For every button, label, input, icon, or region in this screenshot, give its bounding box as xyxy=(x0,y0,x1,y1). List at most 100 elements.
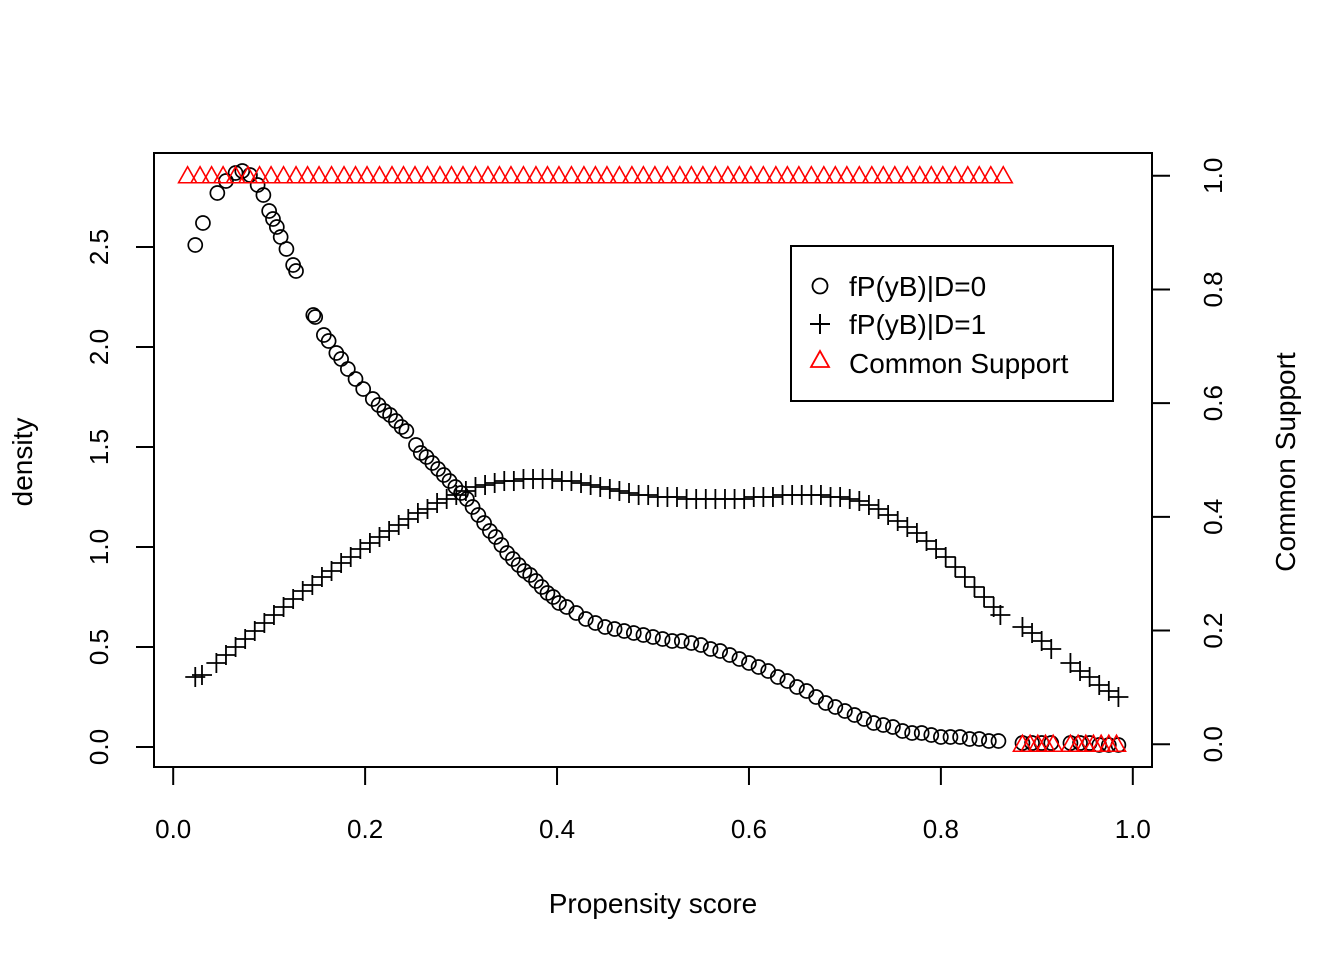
point-triangle xyxy=(717,165,739,184)
point-plus xyxy=(810,485,831,505)
point-triangle xyxy=(980,165,1002,184)
point-plus xyxy=(762,487,783,507)
point-triangle xyxy=(957,165,979,184)
point-plus xyxy=(571,473,592,493)
x-axis-title: Propensity score xyxy=(549,888,758,919)
point-triangle xyxy=(813,165,835,184)
y2-tick-label: 0.0 xyxy=(1198,726,1228,762)
point-plus xyxy=(580,475,601,495)
point-triangle xyxy=(285,165,307,184)
point-circle xyxy=(625,625,642,641)
point-circle xyxy=(702,641,719,657)
point-circle xyxy=(487,529,504,545)
point-triangle xyxy=(573,165,595,184)
point-plus xyxy=(191,665,212,685)
y-axis: 0.0 0.5 1.0 1.5 2.0 2.5 xyxy=(84,229,155,765)
legend-box xyxy=(790,245,1114,402)
point-circle xyxy=(510,557,527,573)
point-circle xyxy=(187,237,204,253)
point-circle xyxy=(499,545,515,561)
point-circle xyxy=(387,413,404,429)
point-circle xyxy=(393,419,410,435)
point-triangle xyxy=(836,165,858,184)
x-tick-label: 0.2 xyxy=(347,814,383,844)
point-plus xyxy=(666,487,687,507)
y-axis-title: density xyxy=(7,418,38,507)
point-circle xyxy=(683,635,700,651)
point-circle xyxy=(482,523,498,539)
x-tick-label: 0.8 xyxy=(923,814,959,844)
point-plus xyxy=(1012,617,1033,637)
point-plus xyxy=(609,481,630,501)
legend-label-d1: fP(yB)|D=1 xyxy=(849,309,986,340)
point-circle xyxy=(418,449,435,465)
point-plus xyxy=(964,577,985,597)
point-plus xyxy=(369,527,390,547)
point-plus xyxy=(878,505,899,525)
point-circle xyxy=(817,695,834,711)
point-circle xyxy=(856,711,872,727)
point-circle xyxy=(476,515,492,531)
point-circle xyxy=(789,679,805,695)
point-plus xyxy=(379,521,400,541)
point-circle xyxy=(382,407,398,423)
point-circle xyxy=(645,629,661,645)
point-triangle xyxy=(500,165,522,184)
point-triangle xyxy=(369,165,390,184)
point-plus xyxy=(302,575,323,595)
point-triangle xyxy=(548,165,570,184)
point-circle xyxy=(606,621,623,637)
point-triangle xyxy=(681,165,702,184)
point-plus xyxy=(359,533,380,553)
point-circle xyxy=(981,733,997,749)
point-circle xyxy=(712,643,729,659)
point-circle xyxy=(616,623,633,639)
point-plus xyxy=(407,503,428,523)
x-tick-label: 0.4 xyxy=(539,814,575,844)
point-circle xyxy=(885,719,901,735)
point-plus xyxy=(292,581,313,601)
point-plus xyxy=(388,515,409,535)
point-circle xyxy=(255,187,272,203)
point-plus xyxy=(1060,653,1081,673)
point-plus xyxy=(916,531,937,551)
point-circle xyxy=(961,731,978,747)
point-circle xyxy=(587,615,604,631)
point-triangle xyxy=(381,165,403,184)
y-tick-label: 0.0 xyxy=(84,729,114,765)
point-circle xyxy=(577,611,594,627)
point-circle xyxy=(195,215,211,231)
y2-tick-label: 0.2 xyxy=(1198,612,1228,648)
point-circle xyxy=(453,485,469,501)
point-plus xyxy=(954,567,975,587)
point-plus xyxy=(321,561,342,581)
point-plus xyxy=(599,479,620,499)
x-tick-label: 1.0 xyxy=(1115,814,1151,844)
point-triangle xyxy=(356,165,378,184)
point-circle xyxy=(408,437,424,453)
point-plus xyxy=(331,553,352,573)
point-triangle xyxy=(237,165,259,184)
point-plus xyxy=(1079,667,1100,687)
point-plus xyxy=(254,613,275,633)
point-circle xyxy=(398,423,415,439)
point-triangle xyxy=(765,165,787,184)
point-circle xyxy=(664,633,681,649)
point-circle xyxy=(731,651,748,667)
point-circle xyxy=(533,579,550,595)
y2-tick-label: 0.4 xyxy=(1198,499,1228,535)
point-triangle xyxy=(884,165,906,184)
point-circle xyxy=(693,637,709,653)
point-plus xyxy=(283,589,304,609)
point-triangle xyxy=(441,165,462,184)
point-plus xyxy=(1031,631,1052,651)
point-circle xyxy=(261,203,278,219)
point-plus xyxy=(475,475,496,495)
point-circle xyxy=(278,241,295,257)
point-triangle xyxy=(585,165,606,184)
point-plus xyxy=(503,471,524,491)
point-triangle xyxy=(417,165,438,184)
point-triangle xyxy=(189,165,211,184)
point-circle xyxy=(827,699,844,715)
point-plus xyxy=(427,493,448,513)
